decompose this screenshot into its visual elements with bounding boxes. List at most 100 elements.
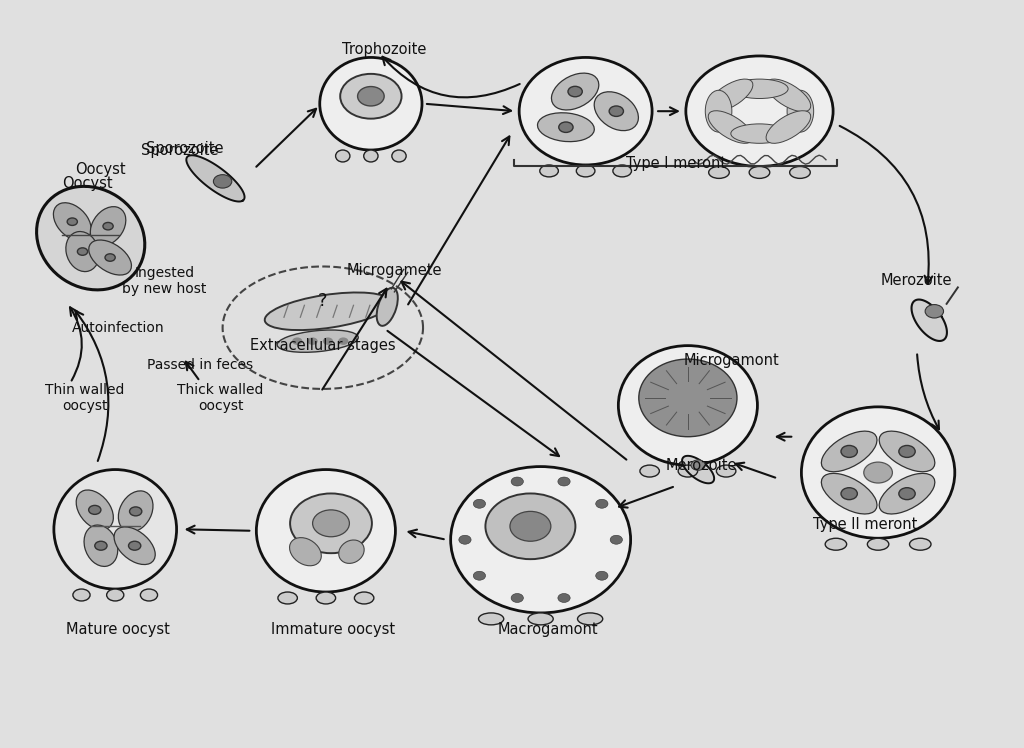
Ellipse shape: [89, 240, 131, 275]
Circle shape: [899, 446, 915, 458]
Ellipse shape: [821, 431, 877, 472]
Ellipse shape: [316, 592, 336, 604]
Ellipse shape: [451, 467, 631, 613]
Ellipse shape: [519, 58, 652, 165]
Ellipse shape: [392, 150, 407, 162]
Circle shape: [864, 462, 892, 483]
Ellipse shape: [256, 470, 395, 592]
Text: Extracellular stages: Extracellular stages: [250, 338, 395, 353]
Ellipse shape: [709, 79, 753, 111]
Circle shape: [558, 593, 570, 602]
Text: Immature oocyst: Immature oocyst: [271, 622, 395, 637]
Circle shape: [103, 222, 114, 230]
Ellipse shape: [90, 206, 126, 245]
Ellipse shape: [278, 330, 358, 352]
Circle shape: [459, 536, 471, 545]
Text: Ingested
by new host: Ingested by new host: [122, 266, 207, 295]
Ellipse shape: [594, 92, 638, 131]
Ellipse shape: [787, 91, 814, 132]
Text: Mature oocyst: Mature oocyst: [67, 622, 170, 637]
Ellipse shape: [750, 167, 770, 178]
Circle shape: [340, 74, 401, 119]
Ellipse shape: [880, 473, 935, 514]
Text: Macrogamont: Macrogamont: [498, 622, 598, 637]
Circle shape: [511, 477, 523, 486]
Circle shape: [473, 499, 485, 508]
Circle shape: [841, 446, 857, 458]
Polygon shape: [911, 299, 947, 341]
Circle shape: [558, 477, 570, 486]
Ellipse shape: [867, 539, 889, 551]
Circle shape: [691, 460, 706, 470]
Ellipse shape: [577, 165, 595, 177]
Ellipse shape: [731, 79, 788, 99]
Text: Oocyst: Oocyst: [76, 162, 126, 177]
Text: Sporozoite: Sporozoite: [141, 143, 218, 158]
Ellipse shape: [909, 539, 931, 551]
Circle shape: [899, 488, 915, 500]
Circle shape: [338, 337, 348, 345]
Circle shape: [841, 488, 857, 500]
Text: Microgamete: Microgamete: [347, 263, 442, 278]
Ellipse shape: [790, 167, 810, 178]
Ellipse shape: [686, 56, 834, 167]
Ellipse shape: [37, 186, 144, 290]
Circle shape: [129, 542, 140, 551]
Ellipse shape: [709, 167, 729, 178]
Circle shape: [357, 87, 384, 106]
Ellipse shape: [478, 613, 504, 625]
Ellipse shape: [290, 538, 322, 565]
Ellipse shape: [825, 539, 847, 551]
Circle shape: [68, 218, 78, 225]
Circle shape: [559, 122, 573, 132]
Ellipse shape: [336, 150, 350, 162]
Circle shape: [485, 494, 575, 560]
Circle shape: [925, 304, 943, 318]
Circle shape: [323, 337, 333, 345]
Text: Passed in feces: Passed in feces: [147, 358, 253, 372]
Ellipse shape: [528, 613, 553, 625]
Text: Type II meront: Type II meront: [813, 518, 916, 533]
Ellipse shape: [265, 292, 391, 330]
Ellipse shape: [578, 613, 603, 625]
Ellipse shape: [538, 113, 594, 141]
Text: ?: ?: [318, 292, 328, 310]
Circle shape: [89, 506, 101, 515]
Circle shape: [95, 542, 108, 551]
Ellipse shape: [54, 470, 176, 589]
Ellipse shape: [640, 465, 659, 477]
Ellipse shape: [766, 79, 811, 111]
Circle shape: [307, 337, 317, 345]
Ellipse shape: [731, 124, 788, 144]
Ellipse shape: [613, 165, 632, 177]
Ellipse shape: [618, 346, 758, 465]
Circle shape: [105, 254, 116, 261]
Circle shape: [78, 248, 88, 255]
Circle shape: [510, 512, 551, 542]
Ellipse shape: [639, 359, 737, 437]
Text: Oocyst: Oocyst: [62, 176, 113, 191]
Text: Thin walled
oocyst: Thin walled oocyst: [45, 383, 124, 413]
Ellipse shape: [540, 165, 558, 177]
Ellipse shape: [354, 592, 374, 604]
Text: Microgamont: Microgamont: [684, 353, 779, 368]
Circle shape: [130, 507, 141, 516]
Text: Type I meront: Type I meront: [626, 156, 726, 171]
Circle shape: [511, 593, 523, 602]
Ellipse shape: [678, 465, 697, 477]
Text: Sporozoite: Sporozoite: [146, 141, 223, 156]
Text: Autoinfection: Autoinfection: [72, 321, 165, 334]
Ellipse shape: [880, 431, 935, 472]
Circle shape: [568, 86, 583, 96]
Circle shape: [609, 106, 624, 117]
Circle shape: [473, 571, 485, 580]
Ellipse shape: [106, 589, 124, 601]
Circle shape: [290, 494, 372, 554]
Ellipse shape: [709, 111, 753, 144]
Ellipse shape: [377, 288, 397, 326]
Ellipse shape: [114, 527, 156, 565]
Ellipse shape: [821, 473, 877, 514]
Circle shape: [596, 571, 608, 580]
Ellipse shape: [706, 91, 732, 132]
Ellipse shape: [364, 150, 378, 162]
